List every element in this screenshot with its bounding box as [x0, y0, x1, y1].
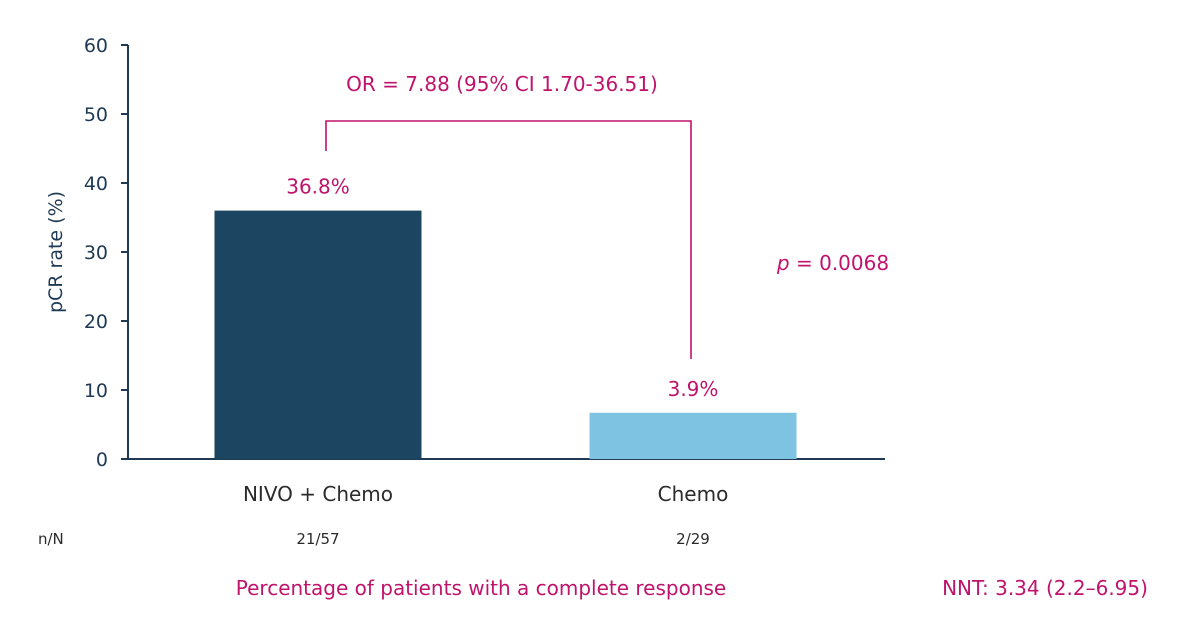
odds-ratio-annotation: OR = 7.88 (95% CI 1.70-36.51) — [346, 72, 658, 96]
category-label: NIVO + Chemo — [243, 482, 393, 506]
footer-label: Percentage of patients with a complete r… — [236, 576, 726, 600]
y-tick-label: 50 — [84, 104, 108, 126]
bar — [214, 210, 422, 459]
category-label: Chemo — [658, 482, 729, 506]
n-over-n-label: n/N — [38, 530, 64, 548]
y-tick-label: 30 — [84, 242, 108, 264]
y-tick-label: 0 — [96, 449, 108, 471]
y-tick-label: 20 — [84, 311, 108, 333]
nnt-label: NNT: 3.34 (2.2–6.95) — [942, 576, 1148, 600]
p-value-symbol: p — [776, 251, 790, 275]
bar-data-label: 3.9% — [668, 377, 719, 401]
n-over-n-value: 2/29 — [676, 530, 710, 548]
n-over-n-value: 21/57 — [296, 530, 339, 548]
y-axis: 0 10 20 30 40 50 60 — [84, 35, 885, 471]
p-value-annotation: p = 0.0068 — [776, 251, 889, 275]
y-tick-label: 60 — [84, 35, 108, 57]
y-tick-label: 40 — [84, 173, 108, 195]
bracket-line — [325, 120, 692, 359]
bar — [589, 412, 797, 459]
p-value-text: = 0.0068 — [790, 251, 889, 275]
y-axis-label: pCR rate (%) — [45, 191, 67, 313]
y-tick-label: 10 — [84, 380, 108, 402]
significance-bracket — [325, 120, 692, 359]
bars: 36.8% NIVO + Chemo 21/57 3.9% Chemo 2/29 — [214, 175, 797, 548]
bar-data-label: 36.8% — [286, 175, 350, 199]
